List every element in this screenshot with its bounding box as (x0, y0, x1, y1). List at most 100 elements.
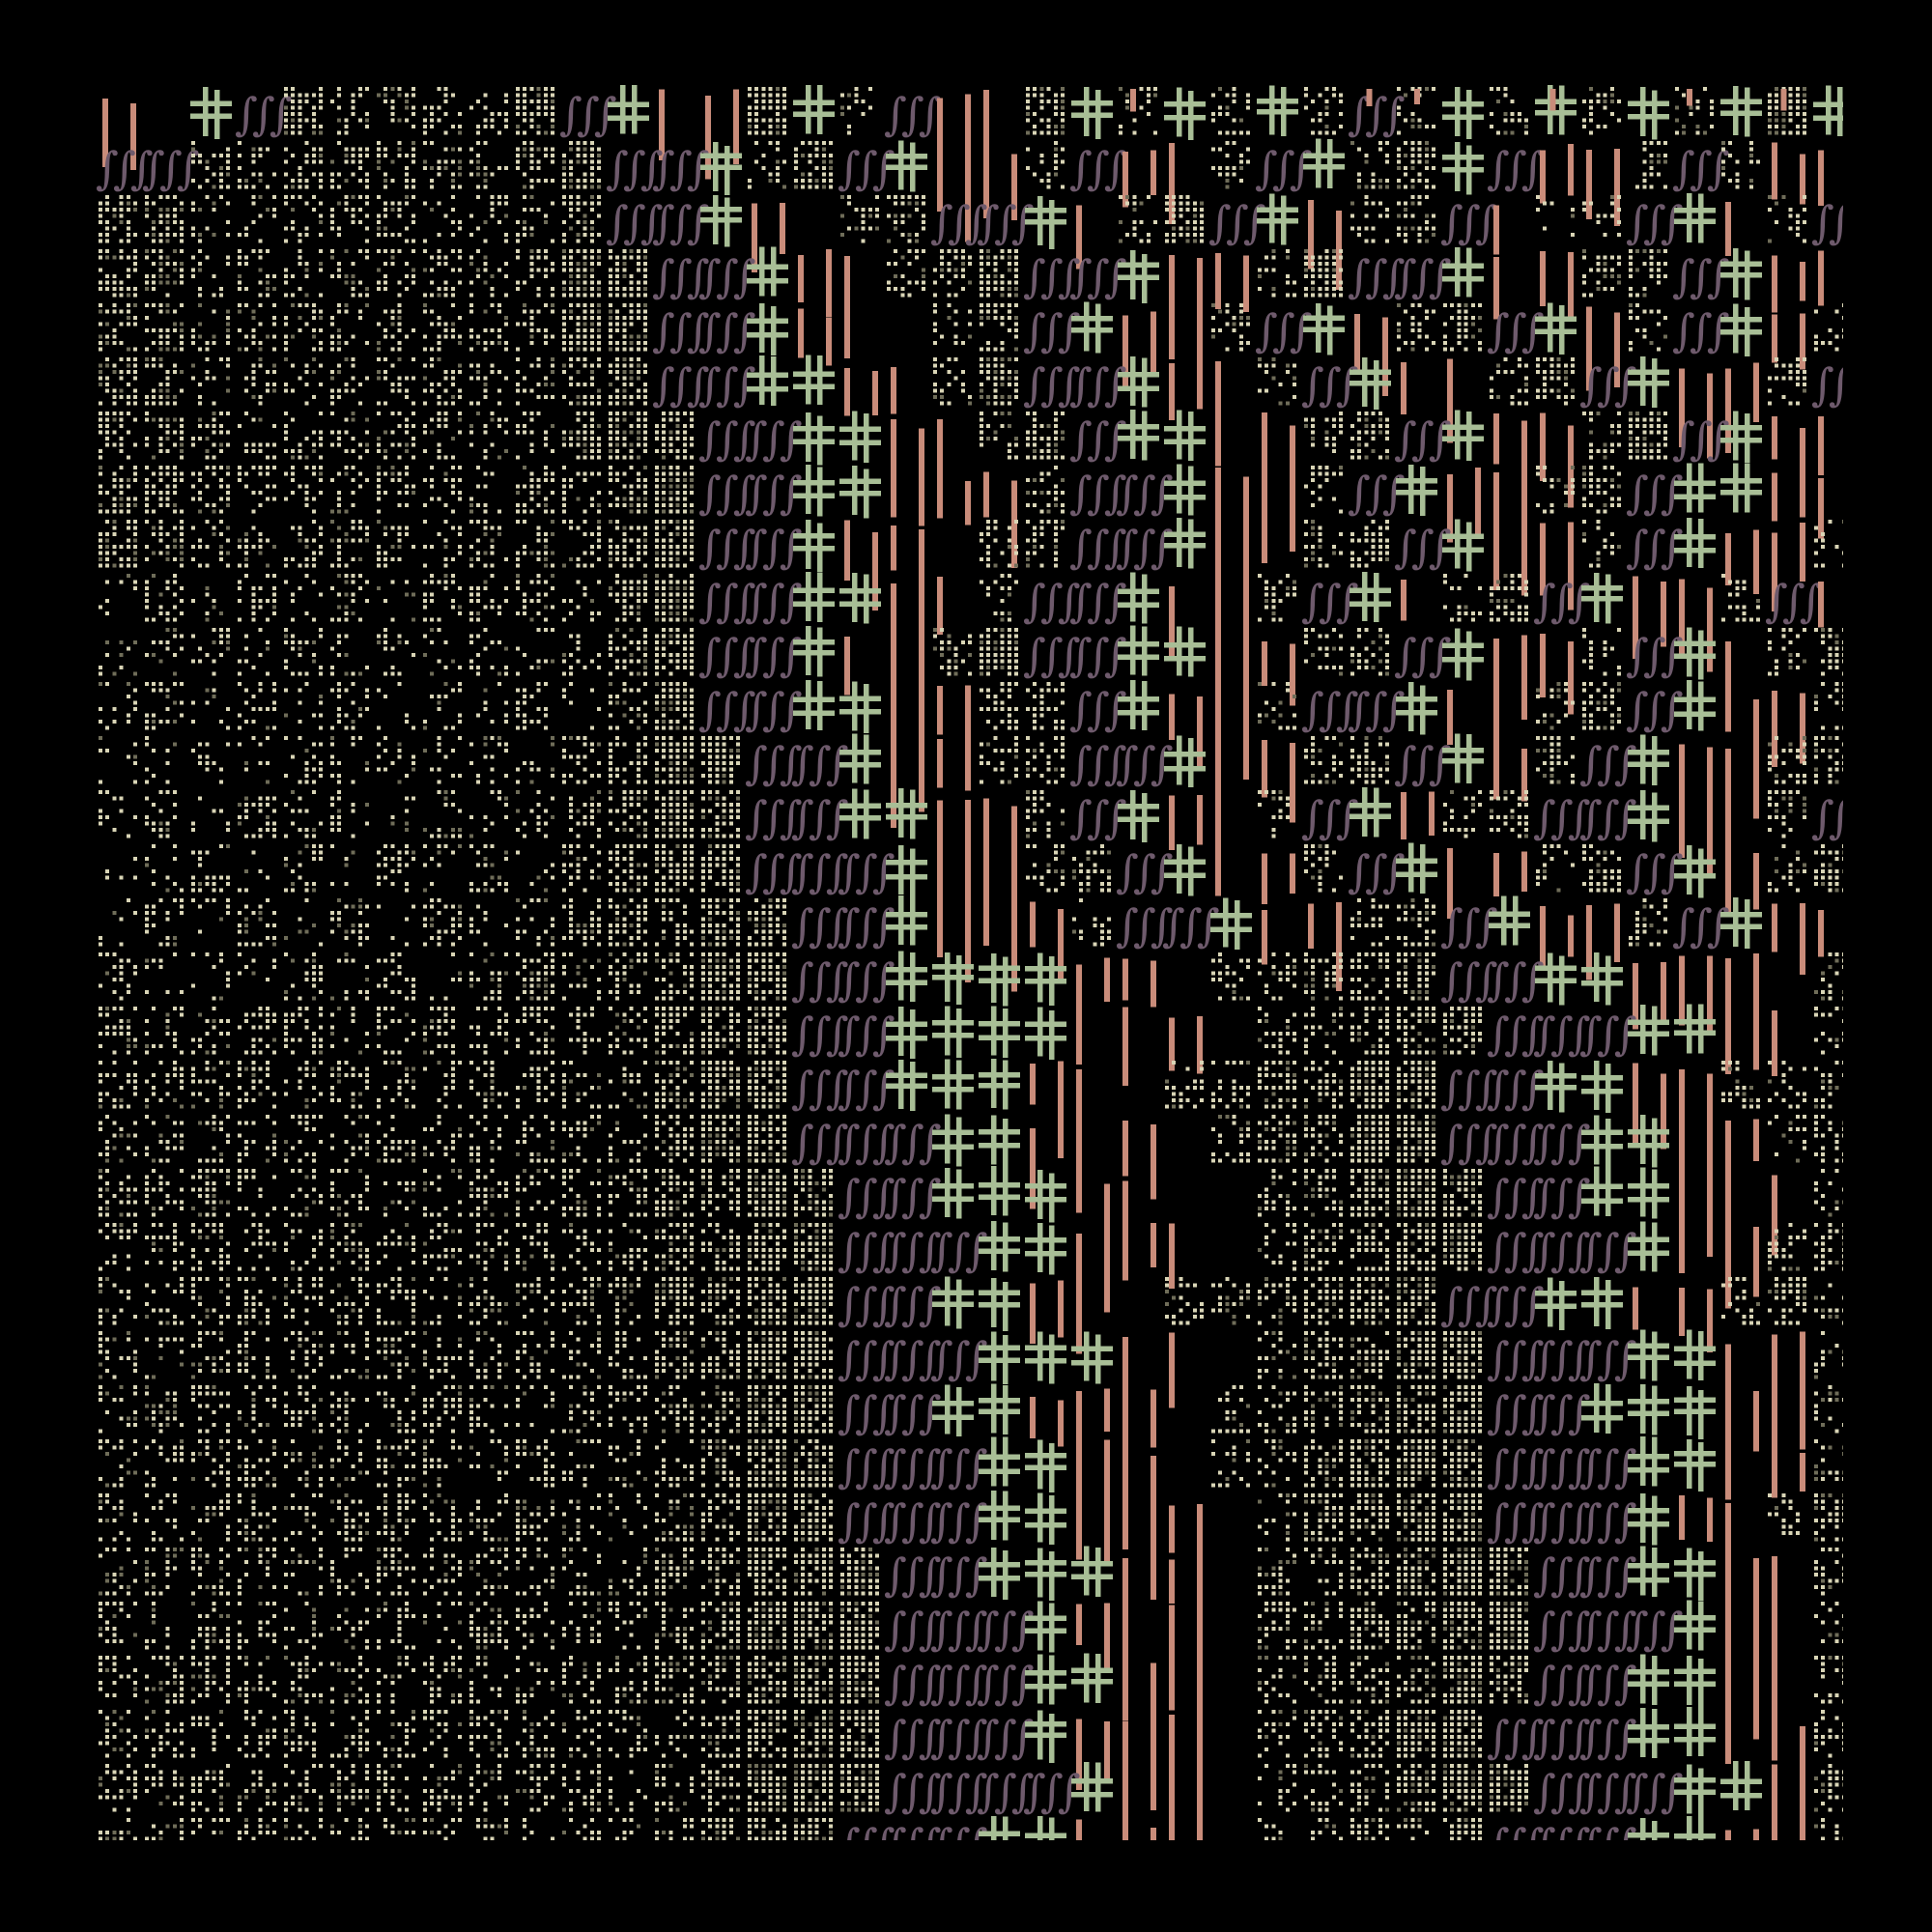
cell-dot-block (145, 249, 184, 298)
cell-dot-block (423, 1007, 455, 1055)
cell-double-cross (1674, 1548, 1716, 1602)
cell-dot-block (377, 1764, 409, 1812)
cell-dot-block (1443, 1548, 1482, 1596)
cell-dot-block (840, 1764, 879, 1812)
cell-dot-block (1536, 357, 1575, 406)
cell-dot-block (980, 574, 1018, 622)
cell-dot-block (1304, 466, 1343, 514)
cell-dot-block (469, 736, 508, 784)
cell-dot-block (284, 1061, 323, 1109)
cell-dot-block (748, 952, 786, 1001)
cell-dot-block (562, 141, 601, 189)
cell-bar-pair (1725, 1344, 1731, 1394)
cell-dot-block (562, 1493, 601, 1542)
cell-dot-block (701, 1169, 740, 1217)
cell-double-cross (1628, 87, 1669, 139)
cell-dot-block (655, 844, 694, 893)
cell-double-cross (1396, 682, 1437, 734)
cell-double-cross (793, 412, 835, 466)
cell-dot-block (609, 412, 647, 460)
cell-dot-block (1258, 1223, 1296, 1271)
cell-dot-block (430, 952, 462, 1001)
cell-dot-block (701, 790, 740, 838)
cell-dot-block (191, 797, 230, 833)
cell-dot-block (238, 851, 270, 893)
cell-bar-pair (1122, 959, 1156, 1008)
cell-dot-block (284, 628, 323, 676)
cell-dot-block (1258, 1061, 1296, 1109)
cell-double-cross (979, 1116, 1020, 1169)
cell-dot-block (1258, 1493, 1296, 1542)
cell-triple-integral: ∫∫∫ (745, 467, 802, 519)
cell-triple-integral: ∫∫∫ (1069, 142, 1126, 194)
cell-bar-pair (891, 526, 924, 589)
cell-double-cross (1118, 410, 1159, 460)
cell-dot-block (191, 586, 223, 622)
cell-double-cross (1303, 138, 1345, 187)
cell-dot-block (701, 1385, 740, 1434)
cell-triple-integral: ∫∫∫ (1579, 1224, 1636, 1276)
cell-dot-block (1304, 1548, 1343, 1596)
cell-triple-integral: ∫∫∫ (745, 412, 802, 465)
cell-dot-block (562, 1602, 601, 1643)
cell-bar-pair (1030, 1397, 1064, 1446)
cell-dot-block (377, 844, 415, 893)
artwork-canvas: ∫∫∫ ∫∫∫ ∫∫∫ ∫∫∫ ∫∫∫ ∫∫∫ ∫∫∫ ∫∫∫ ∫∫∫ ∫∫∫ ∫∫∫ ∫∫∫ ∫∫∫ ∫… (0, 0, 1932, 1932)
cell-double-cross (1071, 87, 1113, 139)
cell-bar-pair (937, 739, 971, 790)
cell-bar-pair (844, 368, 878, 415)
cell-dot-block (238, 1493, 276, 1542)
cell-dot-block (748, 1818, 786, 1840)
cell-dot-block (794, 1439, 833, 1488)
cell-dot-block (1397, 898, 1435, 947)
cell-double-cross (1581, 1061, 1623, 1113)
cell-bar-pair (1633, 1287, 1638, 1329)
cell-dot-block (516, 1331, 554, 1379)
cell-dot-block (701, 1331, 740, 1379)
cell-dot-block (1350, 141, 1389, 189)
cell-dot-block (423, 1223, 462, 1271)
svg-text:∫∫∫: ∫∫∫ (1069, 358, 1126, 411)
cell-dot-block (191, 1439, 230, 1488)
svg-text:∫∫∫: ∫∫∫ (1348, 88, 1405, 140)
cell-dot-block (377, 87, 415, 128)
cell-bar-pair (1169, 1224, 1175, 1289)
cell-dot-block (516, 1007, 554, 1055)
cell-dot-block (516, 249, 554, 298)
cell-dot-block (794, 141, 833, 189)
cell-double-cross (1674, 1439, 1716, 1492)
cell-dot-block (1397, 1656, 1435, 1704)
cell-triple-integral: ∫∫∫ (1626, 845, 1683, 897)
top-tick-bar (1549, 89, 1555, 111)
cell-dot-block (191, 1223, 230, 1271)
cell-dot-block (1629, 898, 1667, 947)
cell-dot-block (423, 1439, 462, 1488)
cell-dot-block (330, 141, 369, 189)
cell-dot-block (377, 581, 415, 622)
cell-dot-block (1397, 1710, 1435, 1758)
cell-triple-integral: ∫∫∫ (559, 88, 616, 140)
cell-dot-block (284, 357, 323, 406)
cell-bar-pair (844, 306, 850, 357)
cell-dot-block (1026, 520, 1065, 568)
cell-dot-block (609, 1385, 647, 1434)
cell-double-cross (1025, 1440, 1066, 1493)
cell-dot-block (238, 1385, 276, 1434)
cell-dot-block (1026, 844, 1065, 893)
cell-bar-pair (1076, 1603, 1110, 1669)
cell-double-cross (1442, 142, 1484, 195)
cell-bar-pair (1122, 311, 1156, 391)
cell-dot-block (330, 1331, 369, 1379)
cell-dot-block (284, 303, 323, 352)
cell-dot-block (423, 736, 462, 784)
cell-dot-block (933, 357, 972, 406)
cell-dot-block (99, 1548, 137, 1596)
cell-triple-integral: ∫∫∫ (1116, 845, 1173, 897)
cell-dot-block (377, 303, 415, 352)
cell-dot-block (655, 1331, 694, 1379)
cell-double-cross (1257, 85, 1298, 135)
cell-bar-pair (937, 900, 971, 982)
cell-dot-block (330, 1169, 369, 1217)
cell-bar-pair (1122, 1821, 1156, 1840)
cell-dot-block (562, 412, 601, 460)
